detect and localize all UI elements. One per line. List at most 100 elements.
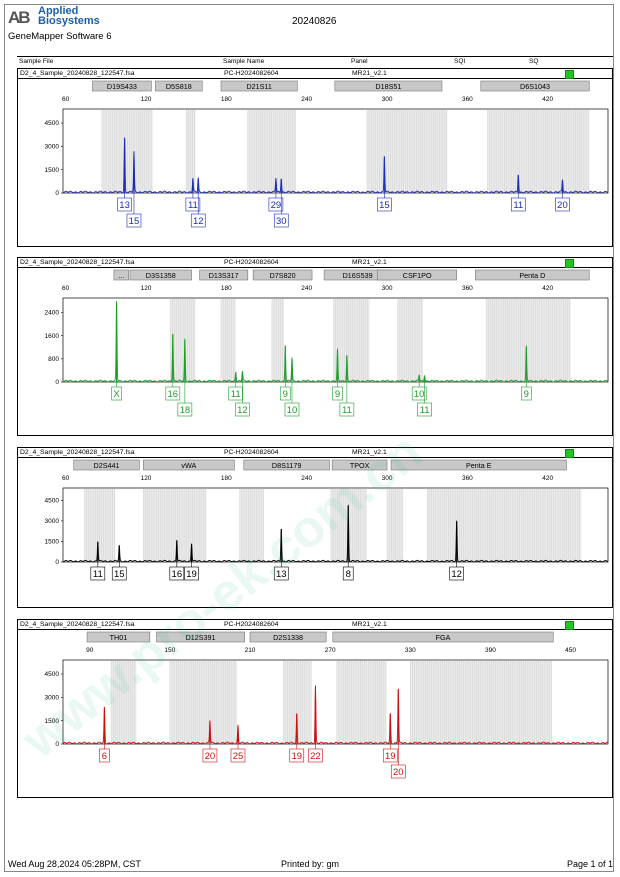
x-tick-label: 240 bbox=[301, 285, 312, 292]
y-tick-label: 4500 bbox=[45, 120, 60, 127]
allele-box bbox=[90, 566, 106, 581]
allele-call: 11 bbox=[90, 562, 106, 581]
bin-band bbox=[239, 489, 264, 561]
allele-call: 9 bbox=[521, 382, 532, 401]
col-sample-name: Sample Name bbox=[223, 58, 265, 65]
locus-bar bbox=[334, 80, 443, 92]
locus-label: D8S1179 bbox=[272, 461, 301, 470]
locus-bar bbox=[252, 269, 313, 281]
sample-file: D2_4_Sample_20240828_122547.fsa bbox=[20, 69, 135, 77]
locus-bar bbox=[249, 631, 327, 643]
allele-box bbox=[510, 197, 526, 212]
locus-marker: TPOX bbox=[331, 459, 388, 471]
bin-band bbox=[247, 110, 296, 192]
sample-file: D2_4_Sample_20240828_122547.fsa bbox=[20, 448, 135, 456]
locus-label: FGA bbox=[436, 633, 451, 642]
y-tick-label: 2400 bbox=[45, 310, 60, 317]
allele-bin bbox=[366, 110, 448, 192]
col-sqi: SQI bbox=[454, 58, 466, 65]
allele-label: 25 bbox=[233, 751, 244, 762]
panel-name: MR21_v2.1 bbox=[352, 69, 387, 77]
allele-call: 20 bbox=[390, 744, 406, 779]
locus-bar bbox=[155, 80, 203, 92]
allele-bin bbox=[247, 110, 296, 192]
allele-box bbox=[342, 566, 354, 581]
col-panel: Panel bbox=[351, 58, 368, 65]
locus-marker: D5S818 bbox=[155, 80, 203, 92]
locus-marker: D13S317 bbox=[199, 269, 249, 281]
allele-box bbox=[111, 386, 122, 401]
y-tick-label: 800 bbox=[48, 356, 59, 363]
allele-call: 20 bbox=[202, 744, 218, 763]
locus-label: CSF1PO bbox=[403, 271, 432, 280]
electropherogram-chart-red: TH01 D12S391 D2S1338 FGA 90 150 210 270 330 390 45… bbox=[45, 631, 609, 779]
software-name: GeneMapper Software 6 bbox=[8, 31, 112, 42]
locus-label: D6S1043 bbox=[520, 82, 550, 91]
y-tick-label: 3000 bbox=[45, 518, 60, 525]
allele-box bbox=[308, 748, 323, 763]
locus-marker: Penta D bbox=[475, 269, 590, 281]
allele-bin bbox=[397, 299, 424, 381]
locus-label: D5S818 bbox=[166, 82, 192, 91]
allele-box bbox=[169, 566, 185, 581]
x-tick-label: 420 bbox=[542, 96, 553, 103]
allele-box bbox=[202, 748, 218, 763]
allele-box bbox=[417, 402, 432, 417]
locus-marker: D2S441 bbox=[73, 459, 140, 471]
allele-label: 11 bbox=[420, 405, 430, 416]
allele-box bbox=[184, 566, 199, 581]
locus-label: D16S539 bbox=[343, 271, 373, 280]
allele-call: 20 bbox=[555, 193, 570, 212]
y-tick-label: 1500 bbox=[45, 718, 60, 725]
allele-label: 10 bbox=[287, 405, 298, 416]
electropherogram-panel-green: D2_4_Sample_20240828_122547.fsa PC-H2024… bbox=[17, 257, 613, 436]
locus-label: vWA bbox=[181, 461, 196, 470]
allele-box bbox=[268, 197, 284, 212]
allele-call: 11 bbox=[228, 382, 244, 401]
locus-marker: D3S1358 bbox=[129, 269, 192, 281]
logo-line2: Biosystems bbox=[38, 15, 100, 27]
x-tick-label: 330 bbox=[405, 647, 416, 654]
y-tick-label: 0 bbox=[55, 190, 59, 197]
allele-label: 16 bbox=[172, 569, 183, 580]
allele-bin bbox=[426, 489, 582, 561]
allele-label: 11 bbox=[93, 569, 103, 580]
x-tick-label: 60 bbox=[62, 96, 70, 103]
x-tick-label: 360 bbox=[462, 285, 473, 292]
locus-label: D7S820 bbox=[270, 271, 296, 280]
panel-name: MR21_v2.1 bbox=[352, 258, 387, 266]
panel-info-row: D2_4_Sample_20240828_122547.fsa PC-H2024… bbox=[18, 69, 612, 79]
allele-call: 15 bbox=[377, 193, 392, 212]
trace-line bbox=[62, 504, 609, 563]
allele-call: 10 bbox=[284, 382, 300, 417]
allele-label: 11 bbox=[513, 200, 523, 211]
report-date: 20240826 bbox=[292, 16, 337, 27]
sample-name: PC-H2024082604 bbox=[224, 620, 279, 628]
locus-marker: D8S1179 bbox=[243, 459, 330, 471]
y-tick-label: 3000 bbox=[45, 144, 60, 151]
locus-bar bbox=[480, 80, 590, 92]
locus-label: D12S391 bbox=[186, 633, 216, 642]
locus-marker: FGA bbox=[332, 631, 554, 643]
locus-marker: CSF1PO bbox=[377, 269, 457, 281]
locus-bar bbox=[332, 631, 554, 643]
allele-label: X bbox=[113, 389, 120, 400]
x-tick-label: 420 bbox=[542, 285, 553, 292]
allele-box bbox=[390, 764, 406, 779]
y-tick-label: 4500 bbox=[45, 498, 60, 505]
allele-label: 11 bbox=[231, 389, 241, 400]
allele-call: 19 bbox=[289, 744, 305, 763]
y-tick-label: 0 bbox=[55, 741, 59, 748]
sample-name: PC-H2024082604 bbox=[224, 258, 279, 266]
electropherogram-chart-black: D2S441 vWA D8S1179 TPOX Penta E60 120 180 240 30… bbox=[45, 459, 609, 581]
locus-bar bbox=[243, 459, 330, 471]
locus-bar bbox=[156, 631, 245, 643]
footer-page: Page 1 of 1 bbox=[567, 859, 614, 869]
sample-name: PC-H2024082604 bbox=[224, 448, 279, 456]
trace-line bbox=[62, 137, 609, 194]
allele-call: 10 bbox=[411, 382, 427, 401]
locus-label: D13S317 bbox=[209, 271, 239, 280]
allele-call: 11 bbox=[417, 382, 432, 417]
allele-box bbox=[332, 386, 343, 401]
x-tick-label: 120 bbox=[141, 96, 152, 103]
